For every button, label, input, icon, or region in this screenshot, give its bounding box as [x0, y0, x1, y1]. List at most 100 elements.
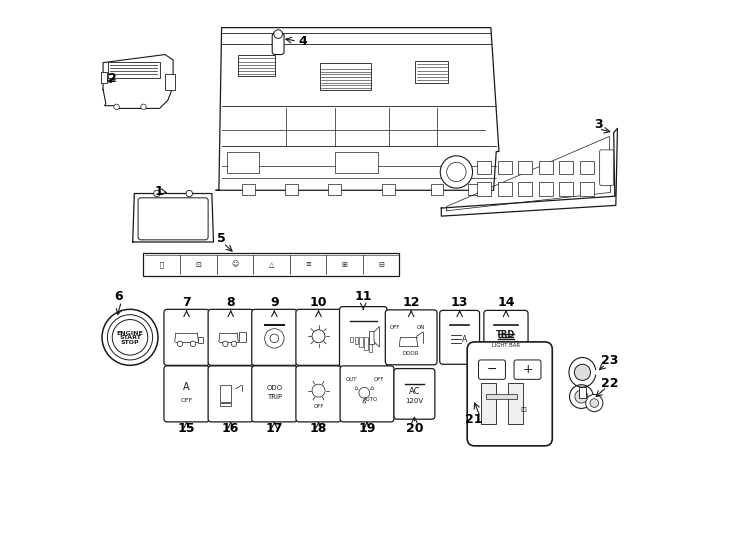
- FancyBboxPatch shape: [164, 366, 209, 422]
- Text: 7: 7: [182, 296, 191, 309]
- Text: ⊡: ⊡: [195, 261, 201, 268]
- FancyBboxPatch shape: [600, 150, 614, 185]
- Text: START: START: [119, 335, 141, 340]
- Bar: [368, 331, 374, 344]
- Circle shape: [102, 309, 158, 366]
- Text: △: △: [269, 261, 274, 268]
- Circle shape: [186, 190, 192, 197]
- Bar: [101, 72, 107, 83]
- Bar: [364, 338, 368, 350]
- FancyBboxPatch shape: [138, 198, 208, 240]
- Text: −: −: [487, 363, 497, 376]
- Text: 14: 14: [497, 296, 515, 309]
- Text: 9: 9: [270, 296, 279, 309]
- Text: STOP: STOP: [120, 340, 139, 345]
- Text: 4: 4: [298, 35, 307, 48]
- Circle shape: [112, 320, 148, 355]
- Bar: [335, 152, 378, 173]
- Text: ≡: ≡: [305, 261, 311, 268]
- FancyBboxPatch shape: [296, 309, 341, 366]
- Text: ⊞: ⊞: [341, 261, 347, 268]
- Bar: [579, 387, 586, 398]
- Text: ODO: ODO: [266, 386, 283, 392]
- Bar: [508, 383, 523, 424]
- Wedge shape: [371, 387, 374, 389]
- Bar: [242, 184, 255, 194]
- Text: 15: 15: [178, 422, 195, 435]
- Circle shape: [270, 334, 279, 343]
- Bar: [486, 394, 517, 399]
- Circle shape: [590, 399, 599, 407]
- Bar: [360, 338, 363, 347]
- Text: A: A: [462, 335, 468, 344]
- Text: 10: 10: [310, 296, 327, 309]
- Text: 11: 11: [355, 291, 372, 303]
- Polygon shape: [441, 129, 617, 216]
- Text: 12: 12: [402, 296, 420, 309]
- Bar: [238, 55, 275, 76]
- Text: 2: 2: [109, 72, 117, 85]
- FancyBboxPatch shape: [252, 309, 297, 366]
- Bar: [498, 161, 512, 174]
- Text: 20: 20: [406, 422, 423, 435]
- Circle shape: [107, 315, 153, 360]
- Circle shape: [570, 384, 593, 408]
- Circle shape: [312, 330, 325, 343]
- FancyBboxPatch shape: [272, 33, 284, 55]
- Text: 19: 19: [358, 422, 376, 435]
- Bar: [369, 338, 372, 353]
- FancyBboxPatch shape: [394, 369, 435, 419]
- Text: 1: 1: [154, 185, 163, 198]
- Bar: [220, 385, 230, 402]
- Circle shape: [190, 341, 196, 347]
- Circle shape: [153, 190, 160, 197]
- Text: ☺: ☺: [231, 261, 239, 268]
- FancyBboxPatch shape: [385, 310, 437, 365]
- Text: 23: 23: [600, 354, 618, 367]
- Bar: [198, 338, 203, 343]
- Polygon shape: [374, 327, 379, 347]
- FancyBboxPatch shape: [484, 310, 528, 365]
- Circle shape: [575, 364, 591, 380]
- FancyBboxPatch shape: [467, 342, 552, 446]
- FancyBboxPatch shape: [479, 360, 506, 379]
- Bar: [580, 161, 594, 174]
- Text: OFF: OFF: [374, 377, 384, 382]
- Circle shape: [440, 156, 473, 188]
- Text: 3: 3: [595, 118, 603, 131]
- Bar: [382, 184, 395, 194]
- Bar: [539, 183, 553, 196]
- Bar: [468, 184, 482, 194]
- Text: 21: 21: [465, 413, 482, 426]
- Text: ENGINE: ENGINE: [117, 330, 143, 335]
- FancyBboxPatch shape: [208, 309, 253, 366]
- Text: 17: 17: [266, 422, 283, 435]
- Text: OFF: OFF: [181, 398, 193, 403]
- Text: OFF: OFF: [390, 325, 400, 330]
- Text: OUT: OUT: [346, 377, 357, 382]
- FancyBboxPatch shape: [514, 360, 541, 379]
- Bar: [539, 161, 553, 174]
- FancyBboxPatch shape: [208, 366, 253, 422]
- Circle shape: [274, 30, 283, 38]
- Bar: [559, 183, 573, 196]
- Bar: [320, 63, 371, 90]
- Wedge shape: [363, 400, 366, 403]
- Polygon shape: [103, 55, 173, 109]
- Bar: [477, 183, 492, 196]
- Text: 8: 8: [226, 296, 235, 309]
- Circle shape: [178, 341, 183, 347]
- Text: ⛟: ⛟: [159, 261, 164, 268]
- FancyBboxPatch shape: [440, 310, 479, 365]
- Text: AC: AC: [409, 387, 420, 396]
- Text: TRIP: TRIP: [266, 394, 282, 400]
- Text: TRD: TRD: [496, 329, 516, 339]
- FancyBboxPatch shape: [252, 366, 297, 422]
- Text: ON: ON: [417, 325, 425, 330]
- Text: ⊡: ⊡: [520, 407, 526, 413]
- FancyBboxPatch shape: [164, 309, 209, 366]
- Bar: [350, 338, 353, 342]
- Bar: [328, 184, 341, 194]
- Text: AUTO: AUTO: [363, 397, 378, 402]
- Circle shape: [447, 163, 466, 181]
